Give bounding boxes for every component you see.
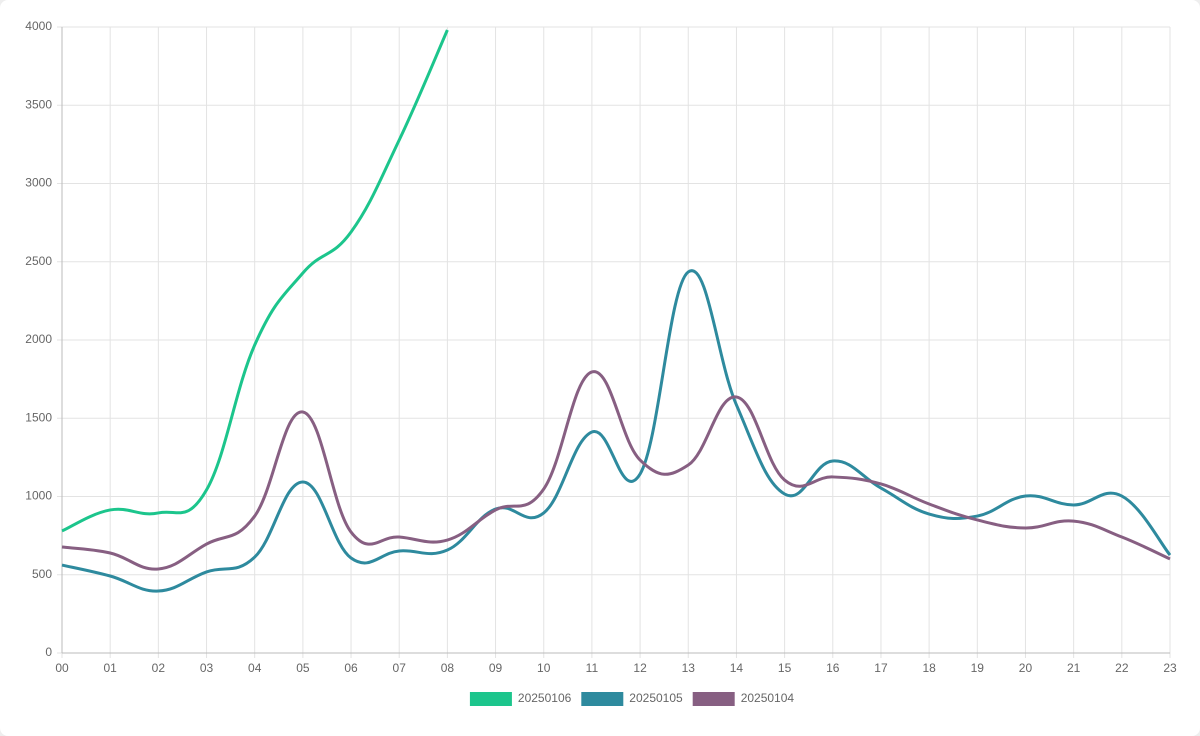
x-tick-label: 06 (344, 661, 358, 675)
x-tick-label: 10 (537, 661, 551, 675)
y-tick-label: 1500 (25, 410, 52, 424)
x-tick-label: 19 (971, 661, 985, 675)
x-tick-label: 01 (103, 661, 117, 675)
x-tick-label: 07 (393, 661, 407, 675)
line-series (61, 269, 1172, 593)
legend-label: 20250104 (741, 691, 795, 705)
x-tick-label: 23 (1163, 661, 1177, 675)
legend-label: 20250106 (518, 691, 572, 705)
x-tick-label: 09 (489, 661, 503, 675)
x-tick-label: 13 (682, 661, 696, 675)
legend-label: 20250105 (629, 691, 683, 705)
x-tick-label: 04 (248, 661, 262, 675)
y-tick-label: 4000 (25, 19, 52, 33)
y-tick-label: 2500 (25, 254, 52, 268)
y-tick-label: 2000 (25, 332, 52, 346)
x-tick-label: 02 (152, 661, 166, 675)
x-tick-label: 03 (200, 661, 214, 675)
line-series (61, 370, 1171, 571)
x-tick-label: 21 (1067, 661, 1081, 675)
legend-swatch (692, 692, 735, 706)
x-tick-label: 12 (633, 661, 647, 675)
x-tick-label: 20 (1019, 661, 1033, 675)
x-tick-label: 16 (826, 661, 840, 675)
legend-swatch (581, 692, 624, 706)
legend-swatch (469, 692, 512, 706)
x-tick-label: 05 (296, 661, 310, 675)
x-tick-label: 14 (730, 661, 744, 675)
line-series (61, 29, 449, 533)
y-tick-label: 0 (45, 645, 52, 659)
x-tick-label: 00 (55, 661, 69, 675)
x-tick-label: 17 (874, 661, 888, 675)
y-tick-label: 3500 (25, 97, 52, 111)
x-tick-label: 11 (586, 661, 599, 675)
x-tick-label: 18 (922, 661, 936, 675)
x-tick-label: 08 (441, 661, 455, 675)
y-tick-label: 500 (32, 567, 52, 581)
x-tick-label: 15 (778, 661, 792, 675)
y-tick-label: 3000 (25, 176, 52, 190)
y-tick-label: 1000 (25, 489, 52, 503)
x-tick-label: 22 (1115, 661, 1129, 675)
